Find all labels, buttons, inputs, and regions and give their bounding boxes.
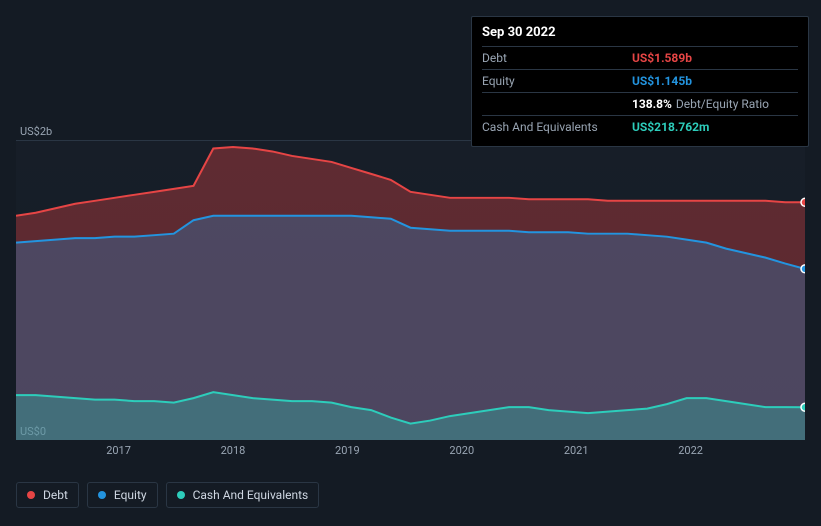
tooltip-label: Debt [482,51,632,65]
chart-area[interactable] [16,140,805,440]
x-axis-tick: 2020 [449,444,474,457]
tooltip-row-ratio: 138.8% Debt/Equity Ratio [482,92,798,115]
x-axis-tick: 2017 [106,444,131,457]
legend-label: Cash And Equivalents [193,488,309,502]
x-axis-tick: 2019 [335,444,360,457]
tooltip-value-debt: US$1.589b [632,51,692,65]
legend-label: Equity [114,488,147,502]
x-axis-tick: 2021 [564,444,589,457]
legend-dot-icon [98,491,106,499]
legend: Debt Equity Cash And Equivalents [16,482,319,508]
series-end-dot [801,265,805,273]
tooltip-date: Sep 30 2022 [482,25,798,40]
chart-tooltip: Sep 30 2022 Debt US$1.589b Equity US$1.1… [471,16,809,147]
tooltip-ratio-pct: 138.8% [632,97,672,111]
y-axis-max-label: US$2b [20,125,52,138]
x-axis-tick: 2018 [221,444,246,457]
tooltip-row-cash: Cash And Equivalents US$218.762m [482,115,798,138]
area-chart-svg [16,141,805,440]
series-end-dot [801,198,805,206]
legend-cash[interactable]: Cash And Equivalents [166,482,320,508]
series-end-dot [801,403,805,411]
tooltip-value-cash: US$218.762m [632,120,709,134]
tooltip-row-debt: Debt US$1.589b [482,46,798,69]
tooltip-row-equity: Equity US$1.145b [482,69,798,92]
x-axis-tick: 2022 [678,444,703,457]
x-axis: 2017 2018 2019 2020 2021 2022 [16,444,805,464]
legend-dot-icon [177,491,185,499]
tooltip-label: Equity [482,74,632,88]
tooltip-ratio-label: Debt/Equity Ratio [676,97,769,111]
tooltip-value-equity: US$1.145b [632,74,692,88]
legend-dot-icon [27,491,35,499]
legend-equity[interactable]: Equity [87,482,158,508]
tooltip-label: Cash And Equivalents [482,120,632,134]
tooltip-label-empty [482,97,632,111]
legend-debt[interactable]: Debt [16,482,79,508]
legend-label: Debt [43,488,68,502]
